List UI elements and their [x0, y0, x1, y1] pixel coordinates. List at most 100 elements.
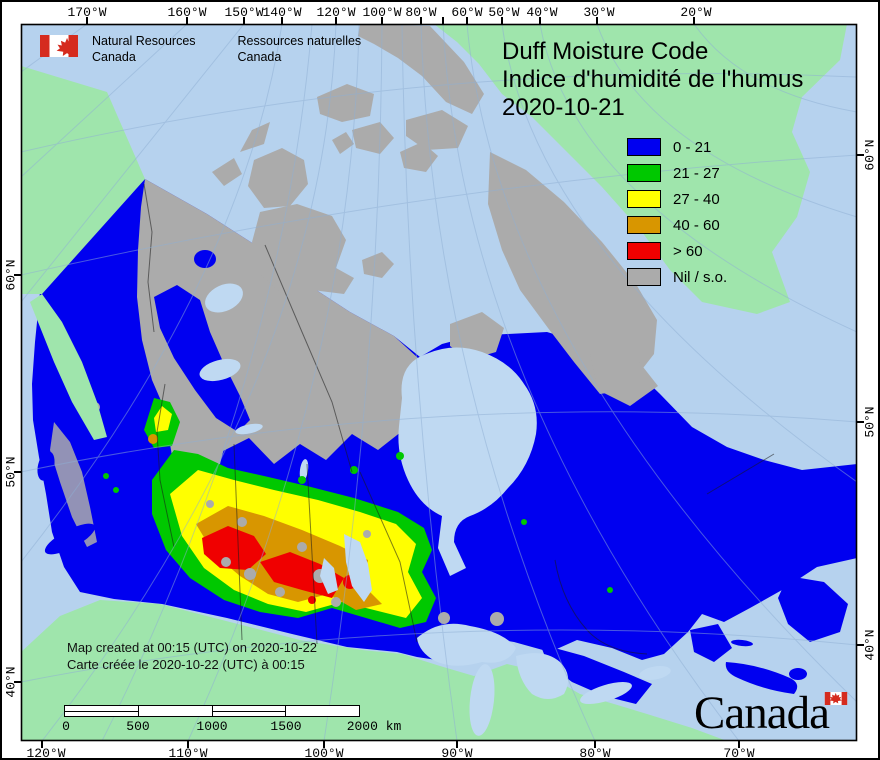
legend-label: 40 - 60: [673, 216, 720, 234]
nrcan-fr-line2: Canada: [237, 50, 282, 64]
pei: [731, 639, 753, 647]
legend-label: 0 - 21: [673, 138, 712, 156]
alaska: [22, 66, 145, 294]
coast-mountains-nil: [50, 422, 97, 547]
nrcan-en-line1: Natural Resources: [92, 34, 196, 48]
lat-label: 50°N: [862, 406, 878, 438]
lon-label: 120°W: [26, 746, 66, 760]
lon-label: 60°W: [451, 5, 483, 20]
legend-swatch-orange: [627, 216, 661, 234]
scale-label: 0: [62, 719, 70, 734]
nova-scotia: [725, 662, 798, 694]
map-title: Duff Moisture Code Indice d'humidité de …: [502, 38, 803, 122]
lat-label: 60°N: [3, 259, 19, 291]
great-bear-lake: [205, 283, 243, 313]
wordmark-flag-icon: [824, 692, 848, 705]
lake-winnipeg: [344, 534, 372, 602]
wordmark-text: Canada: [694, 687, 830, 739]
lon-label: 150°W: [224, 5, 264, 20]
baffin-island: [488, 152, 657, 394]
scale-segment: [212, 706, 287, 716]
lon-label: 100°W: [362, 5, 402, 20]
legend-label: 21 - 27: [673, 164, 720, 182]
nrcan-name-fr: Ressources naturelles Canada: [238, 33, 362, 65]
creation-notes: Map created at 00:15 (UTC) on 2020-10-22…: [67, 639, 317, 673]
legend-label: > 60: [673, 242, 703, 260]
great-lakes: [417, 623, 671, 736]
scale-bar: [64, 705, 360, 717]
lake-manitoba: [320, 558, 338, 594]
canada-flag-icon: [40, 35, 78, 57]
anticosti: [719, 586, 753, 596]
newfoundland: [778, 576, 848, 642]
title-en: Duff Moisture Code: [502, 38, 709, 65]
lon-label: 140°W: [262, 5, 302, 20]
great-slave-lake: [199, 358, 241, 382]
lon-label: 100°W: [304, 746, 344, 760]
legend: 0 - 21 21 - 27 27 - 40 40 - 60 > 60 Nil …: [627, 134, 727, 290]
lake-ontario: [639, 666, 671, 680]
lon-label: 170°W: [67, 5, 107, 20]
lake-superior: [417, 623, 516, 666]
axis-ticks: [14, 17, 864, 748]
lon-label: 110°W: [168, 746, 208, 760]
created-en: Map created at 00:15 (UTC) on 2020-10-22: [67, 640, 318, 655]
nrcan-name-en: Natural Resources Canada: [92, 33, 196, 65]
nrcan-signature: Natural Resources Canada Ressources natu…: [40, 33, 361, 65]
cape-breton: [789, 668, 807, 680]
lake-athabasca: [235, 423, 263, 435]
scale-segment: [65, 706, 139, 716]
lon-label: 40°W: [526, 5, 558, 20]
legend-label: Nil / s.o.: [673, 268, 728, 286]
lon-label: 20°W: [680, 5, 712, 20]
scale-label: 1500: [270, 719, 302, 734]
legend-row: Nil / s.o.: [627, 264, 727, 290]
legend-swatch-green: [627, 164, 661, 182]
hudson-bay: [398, 347, 537, 576]
lon-label: 120°W: [316, 5, 356, 20]
map-frame: [20, 23, 858, 742]
alaska-panhandle: [30, 294, 107, 440]
ungava-nil: [590, 354, 658, 406]
scale-label: 2000 km: [346, 719, 402, 734]
scale-segment: [139, 706, 213, 716]
lat-label: 50°N: [3, 456, 19, 488]
created-fr: Carte créée le 2020-10-22 (UTC) à 00:15: [67, 657, 305, 672]
title-fr: Indice d'humidité de l'humus: [502, 66, 804, 93]
lon-label: 70°W: [723, 746, 755, 760]
title-date: 2020-10-21: [502, 94, 625, 121]
legend-row: > 60: [627, 238, 727, 264]
legend-row: 27 - 40: [627, 186, 727, 212]
dmc-orange-dot: [148, 434, 158, 444]
nrcan-en-line2: Canada: [92, 50, 136, 64]
foxe-basin: [475, 274, 519, 314]
legend-swatch-nil: [627, 268, 661, 286]
scale-segment: [286, 706, 359, 716]
legend-row: 21 - 27: [627, 160, 727, 186]
vancouver-island: [44, 523, 96, 555]
lat-label: 40°N: [862, 629, 878, 661]
legend-row: 40 - 60: [627, 212, 727, 238]
admin-borders: [143, 183, 775, 655]
lat-label: 60°N: [862, 139, 878, 171]
legend-label: 27 - 40: [673, 190, 720, 208]
lon-label: 80°W: [405, 5, 437, 20]
nrcan-fr-line1: Ressources naturelles: [237, 34, 362, 48]
lon-label: 50°W: [488, 5, 520, 20]
dmc-patch: [154, 285, 250, 432]
legend-swatch-red: [627, 242, 661, 260]
lake-erie: [580, 682, 632, 704]
reindeer-lake: [299, 459, 309, 481]
legend-swatch-yellow: [627, 190, 661, 208]
dmc-patch: [194, 250, 216, 268]
lon-label: 30°W: [583, 5, 615, 20]
lon-label: 90°W: [441, 746, 473, 760]
legend-swatch-blue: [627, 138, 661, 156]
lon-label: 160°W: [167, 5, 207, 20]
lat-label: 40°N: [3, 666, 19, 698]
scale-label: 1000: [196, 719, 228, 734]
lake-huron: [516, 653, 569, 699]
haida-gwaii: [37, 451, 55, 481]
